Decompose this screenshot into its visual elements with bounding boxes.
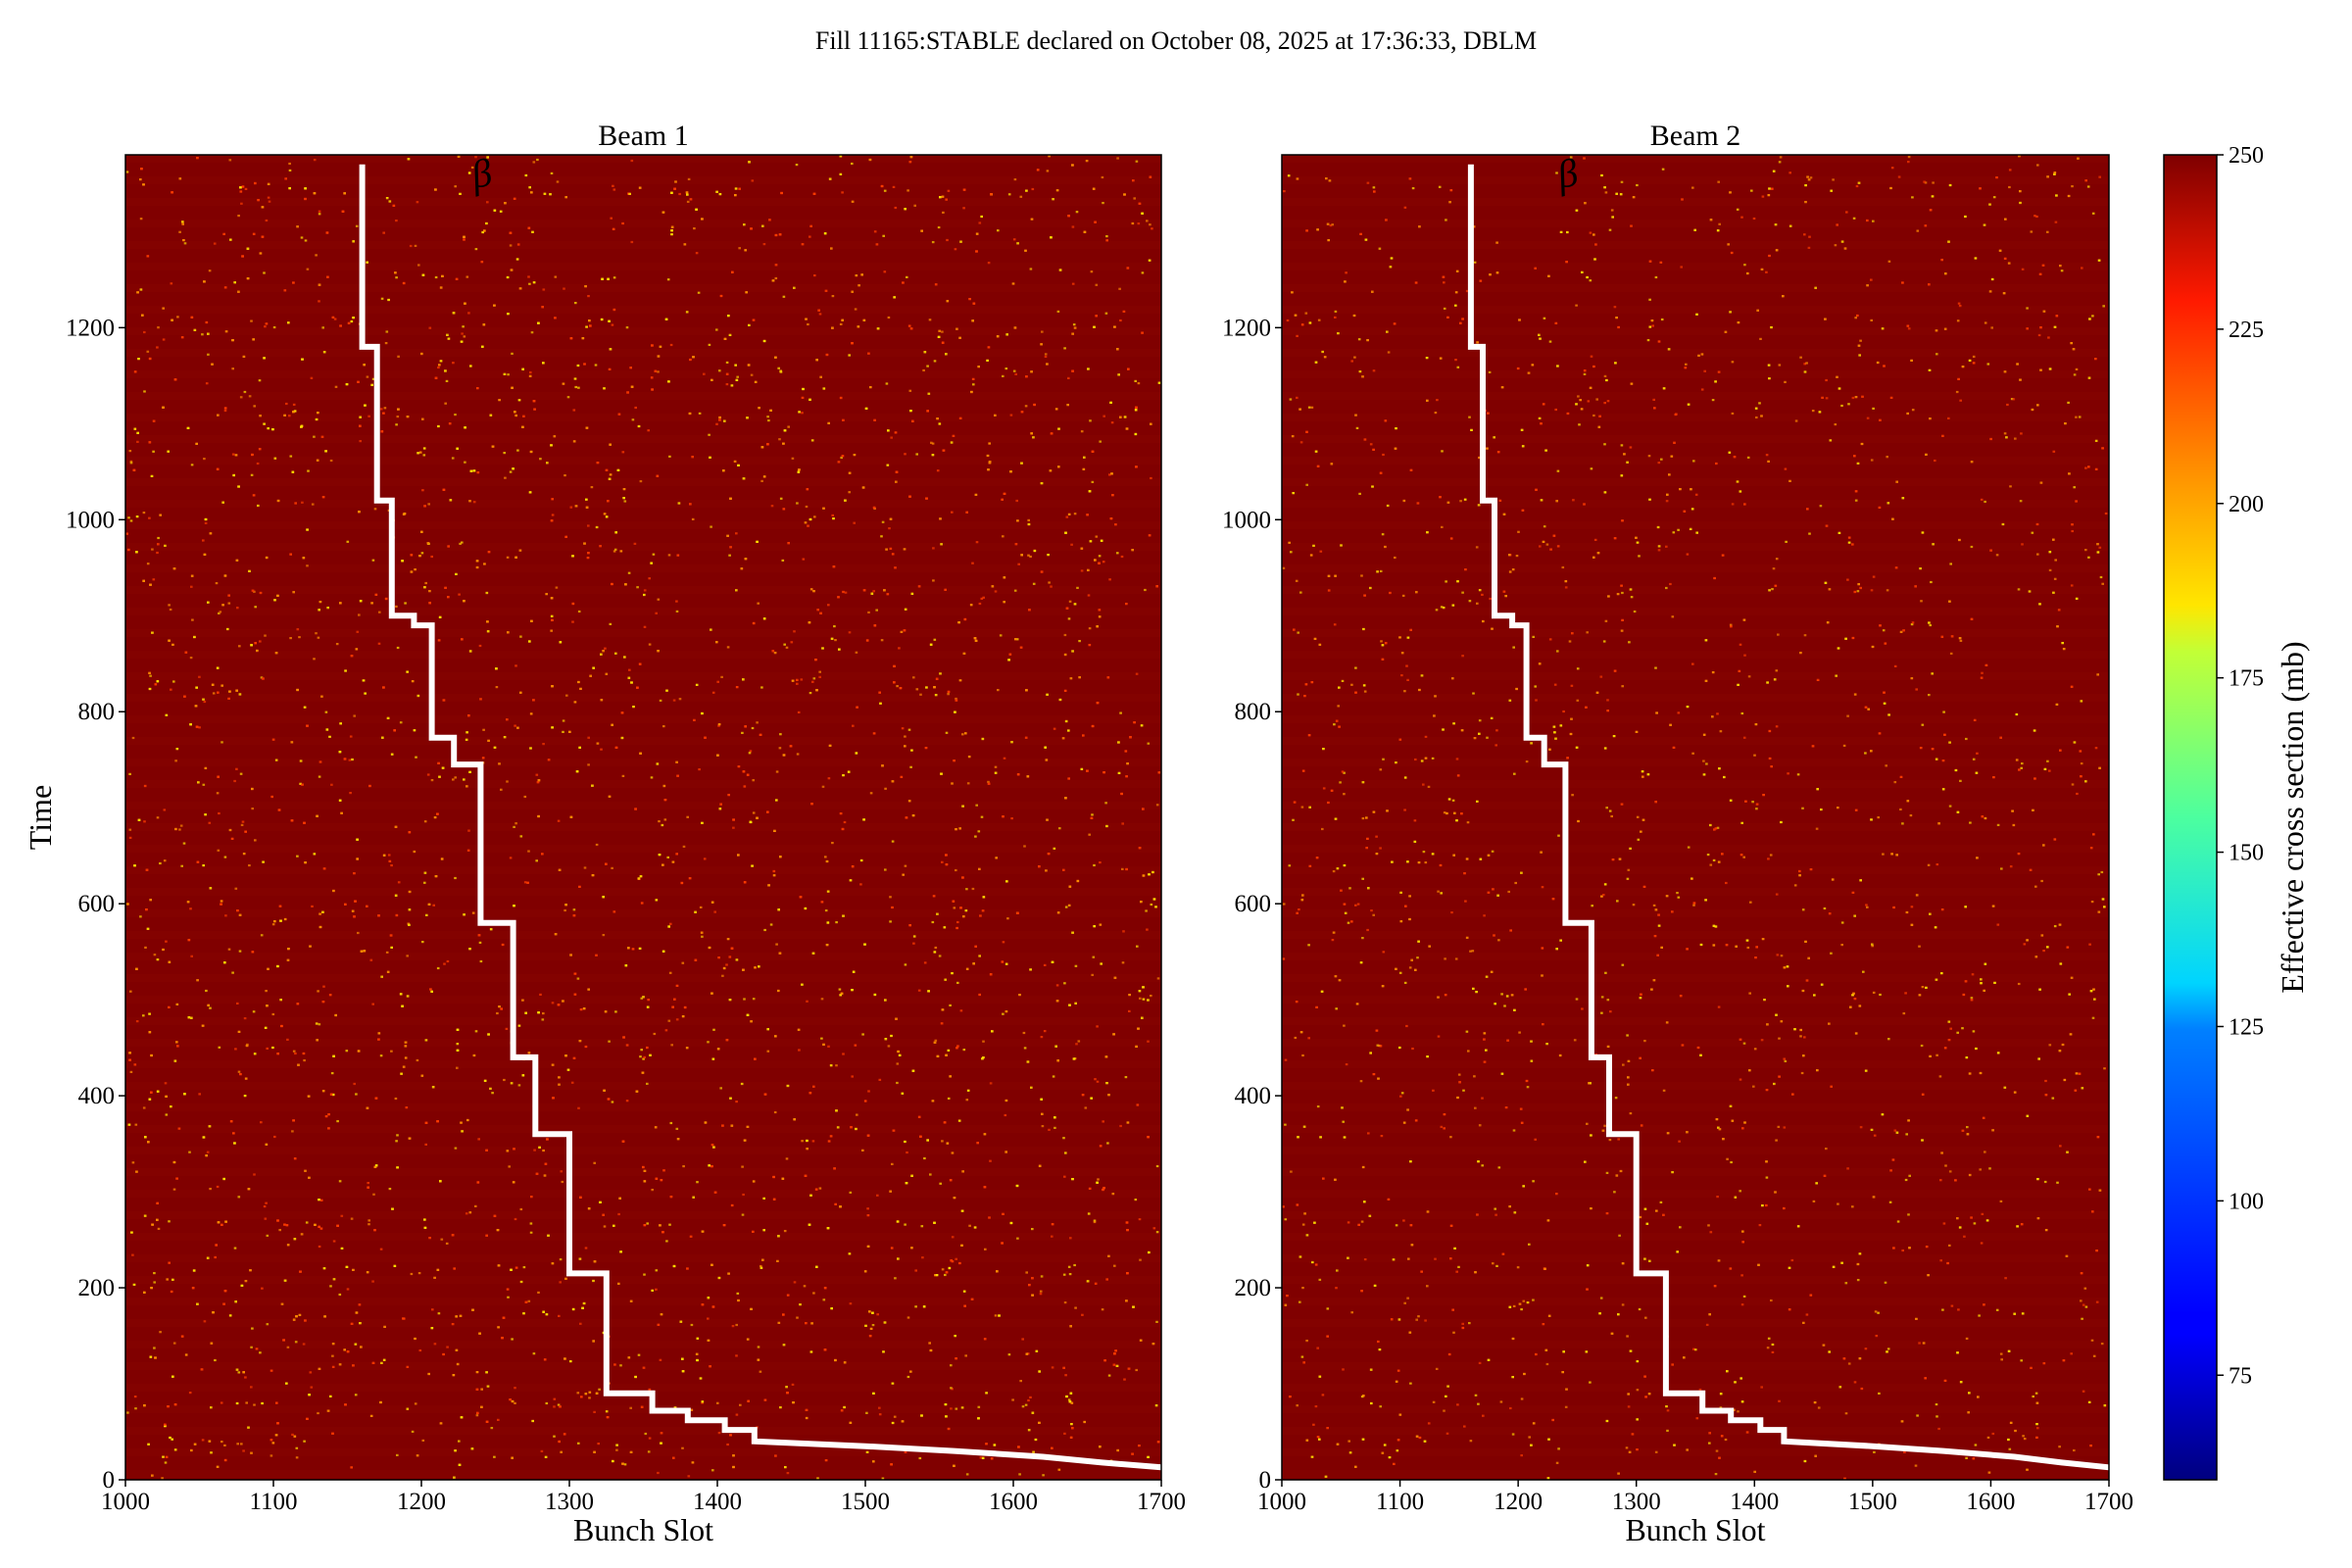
x-tick-label: 1000 — [1257, 1489, 1306, 1515]
colorbar-tick-label: 75 — [2229, 1363, 2252, 1389]
y-tick-label: 600 — [1235, 891, 1272, 917]
y-tick-label: 1000 — [66, 507, 115, 533]
x-tick-label: 1400 — [1730, 1489, 1779, 1515]
y-tick-label: 200 — [1235, 1275, 1272, 1301]
colorbar-tick-label: 100 — [2229, 1189, 2264, 1214]
heatmap-background — [125, 155, 1161, 1480]
x-tick-label: 1100 — [1376, 1489, 1424, 1515]
colorbar-label: Effective cross section (mb) — [2275, 641, 2310, 993]
x-tick-label: 1600 — [989, 1489, 1038, 1515]
x-tick-label: 1700 — [2084, 1489, 2133, 1515]
heatmap-speckle — [125, 155, 1161, 1480]
x-tick-label: 1100 — [249, 1489, 297, 1515]
x-tick-label: 1000 — [101, 1489, 150, 1515]
y-tick-label: 600 — [78, 891, 116, 917]
heatmap-background — [1282, 155, 2109, 1480]
x-axis-label: Bunch Slot — [573, 1512, 713, 1547]
y-tick-label: 0 — [103, 1467, 116, 1494]
colorbar-tick-label: 250 — [2229, 143, 2264, 169]
colorbar-tick-label: 150 — [2229, 841, 2264, 866]
x-tick-label: 1300 — [1612, 1489, 1661, 1515]
y-tick-label: 400 — [1235, 1083, 1272, 1109]
y-tick-label: 0 — [1259, 1467, 1272, 1494]
x-tick-label: 1300 — [545, 1489, 594, 1515]
x-tick-label: 1700 — [1137, 1489, 1186, 1515]
colorbar-tick-label: 175 — [2229, 666, 2264, 692]
colorbar: 75 100 125 150 175 200 225 250 Effective cross s… — [2163, 143, 2310, 1481]
colorbar-tick-label: 225 — [2229, 318, 2264, 343]
y-axis-label: Time — [23, 785, 58, 850]
colorbar-gradient — [2163, 154, 2218, 1481]
colorbar-tick-label: 125 — [2229, 1014, 2264, 1040]
axes-frame — [1281, 154, 2110, 1481]
step-curve — [359, 164, 1162, 1471]
figure-title: Fill 11165:STABLE declared on October 08… — [815, 26, 1537, 55]
y-tick-label: 1200 — [66, 315, 115, 341]
beam-2-title: Beam 2 — [1650, 120, 1740, 152]
heatmap-bands — [1282, 155, 2109, 1478]
y-tick-label: 400 — [78, 1083, 116, 1109]
x-tick-label: 1200 — [397, 1489, 446, 1515]
y-tick-label: 200 — [78, 1275, 116, 1301]
beam-1-title: Beam 1 — [598, 120, 688, 152]
x-tick-label: 1600 — [1966, 1489, 2015, 1515]
heatmap-speckle — [1282, 155, 2108, 1480]
y-tick-label: 800 — [1235, 699, 1272, 725]
step-curve — [1467, 164, 2110, 1471]
axes-frame — [124, 154, 1162, 1481]
x-tick-label: 1400 — [693, 1489, 742, 1515]
x-tick-label: 1500 — [841, 1489, 890, 1515]
x-tick-label: 1200 — [1494, 1489, 1543, 1515]
y-tick-label: 1000 — [1222, 507, 1271, 533]
heatmap-bands — [125, 155, 1161, 1478]
colorbar-tick-label: 200 — [2229, 492, 2264, 517]
x-tick-label: 1500 — [1848, 1489, 1897, 1515]
y-tick-label: 800 — [78, 699, 116, 725]
y-tick-label: 1200 — [1222, 315, 1271, 341]
x-axis-label: Bunch Slot — [1625, 1512, 1765, 1547]
